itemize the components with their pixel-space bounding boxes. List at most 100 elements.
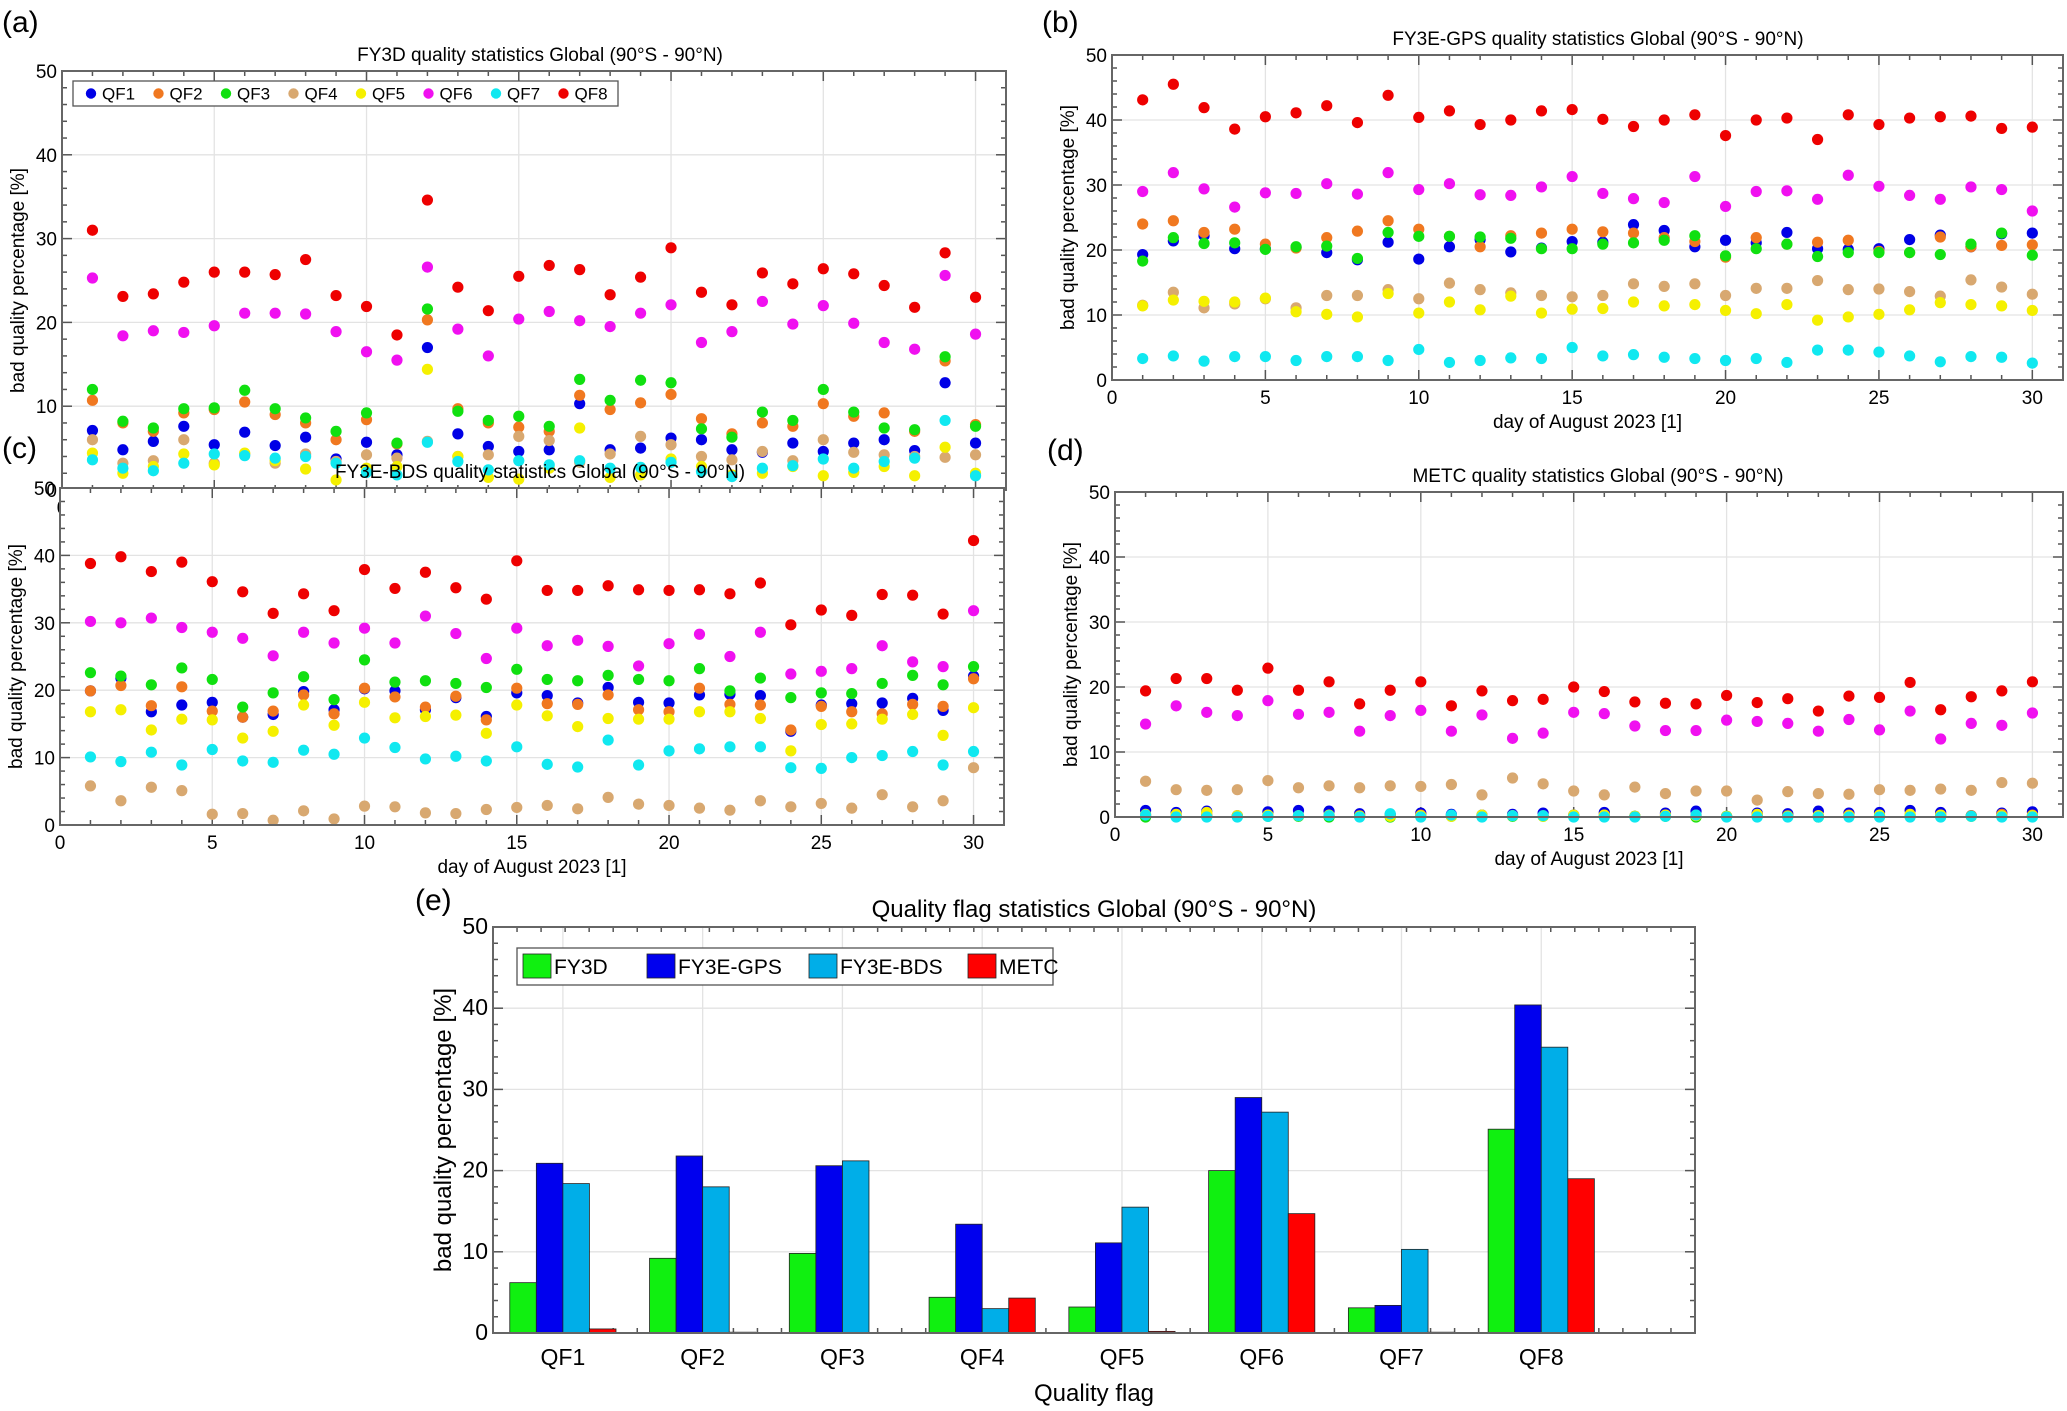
data-point-qf2 (1627, 227, 1640, 239)
data-point-qf7 (115, 756, 127, 768)
data-point-qf5 (1566, 303, 1578, 315)
data-point-qf6 (1445, 725, 1457, 737)
data-point-qf2 (602, 689, 614, 701)
plot-frame (1114, 491, 2064, 818)
data-point-qf8 (1505, 114, 1517, 126)
data-point-qf6 (1170, 700, 1182, 712)
data-point-qf8 (1842, 109, 1854, 121)
data-point-qf4 (360, 449, 373, 461)
data-point-qf8 (969, 291, 982, 303)
data-point-qf6 (1139, 718, 1152, 730)
data-point-qf4 (602, 791, 614, 803)
data-point-qf8 (543, 259, 555, 272)
data-point-qf3 (208, 402, 220, 414)
data-point-qf4 (939, 451, 951, 463)
data-point-qf5 (298, 699, 310, 711)
data-point-qf5 (1811, 314, 1824, 326)
y-tick-label: 50 (34, 479, 55, 500)
data-point-qf4 (785, 801, 797, 813)
data-point-qf8 (1659, 697, 1672, 709)
series-fy3d (509, 1128, 1516, 1334)
data-point-qf6 (1506, 732, 1519, 744)
data-point-qf3 (117, 415, 129, 427)
y-tick-label: 0 (1099, 808, 1110, 829)
bar-fy3e-gps-qf7 (1374, 1304, 1402, 1334)
data-point-qf8 (726, 299, 738, 311)
x-tick-label: 0 (1107, 388, 1118, 409)
data-point-qf4 (541, 799, 553, 812)
data-point-qf8 (1689, 109, 1701, 121)
data-point-qf7 (358, 732, 371, 744)
data-point-qf8 (208, 266, 220, 278)
data-point-qf7 (452, 455, 464, 468)
data-point-qf4 (206, 808, 218, 820)
legend-marker-qf5 (355, 88, 367, 99)
data-point-qf4 (1201, 784, 1213, 796)
bar-fy3e-bds-qf8 (1540, 1046, 1569, 1334)
data-point-qf4 (572, 803, 584, 815)
data-point-qf6 (237, 632, 249, 644)
data-point-qf3 (1137, 255, 1149, 267)
data-point-qf7 (1690, 809, 1702, 821)
data-point-qf4 (480, 803, 492, 816)
data-point-qf2 (1597, 226, 1609, 238)
data-point-qf7 (572, 761, 584, 773)
data-point-qf7 (1259, 351, 1271, 363)
panel-label: (e) (415, 884, 452, 917)
data-point-qf6 (1415, 704, 1427, 717)
data-point-qf6 (298, 626, 310, 638)
data-point-qf6 (1781, 185, 1793, 197)
data-point-qf6 (1382, 167, 1394, 179)
data-point-qf5 (1474, 304, 1486, 316)
data-point-qf5 (1719, 304, 1732, 317)
bar-fy3e-bds-qf6 (1261, 1111, 1289, 1334)
legend-swatch-fy3d (522, 953, 552, 979)
series-qf3 (86, 303, 982, 449)
data-point-qf3 (269, 403, 281, 415)
data-point-qf4 (1842, 284, 1854, 296)
data-point-qf2 (358, 682, 371, 694)
data-point-qf7 (480, 755, 492, 767)
x-tick-label: QF7 (1379, 1344, 1424, 1370)
data-point-qf6 (391, 354, 403, 366)
data-point-qf6 (1934, 193, 1946, 205)
data-point-qf5 (358, 696, 371, 708)
x-tick-label: QF1 (541, 1344, 586, 1370)
data-point-qf7 (604, 462, 616, 474)
data-point-qf4 (450, 807, 462, 820)
data-point-qf4 (328, 813, 340, 825)
data-point-qf3 (909, 424, 921, 436)
data-point-qf8 (1996, 685, 2008, 697)
data-point-qf1 (1505, 246, 1517, 258)
data-point-qf8 (1965, 110, 1977, 122)
y-tick-label: 30 (36, 230, 57, 251)
data-point-qf1 (787, 437, 799, 449)
data-point-qf7 (1597, 350, 1609, 362)
data-point-qf2 (632, 704, 645, 716)
data-point-qf3 (1965, 238, 1977, 250)
data-point-qf6 (360, 346, 373, 358)
data-point-qf5 (724, 706, 736, 718)
x-tick-label: 20 (658, 833, 679, 854)
data-point-qf6 (300, 308, 312, 320)
data-point-qf2 (1566, 223, 1578, 235)
data-point-qf7 (2026, 357, 2038, 369)
data-point-qf8 (634, 271, 647, 283)
data-point-qf2 (634, 397, 647, 409)
data-point-qf2 (298, 689, 310, 701)
data-point-qf4 (1413, 293, 1425, 305)
data-point-qf6 (1262, 695, 1274, 707)
data-point-qf3 (1290, 241, 1302, 253)
data-point-qf6 (145, 612, 157, 624)
x-tick-label: 30 (2022, 825, 2043, 846)
data-point-qf3 (1321, 240, 1333, 252)
data-point-qf3 (300, 412, 312, 424)
data-point-qf4 (726, 454, 738, 466)
data-point-qf1 (846, 698, 858, 710)
data-point-qf7 (1873, 346, 1885, 358)
data-point-qf6 (513, 313, 525, 325)
data-point-qf6 (967, 605, 980, 617)
data-point-qf7 (787, 460, 799, 472)
data-point-qf4 (754, 795, 766, 807)
legend-label: QF1 (102, 85, 135, 104)
